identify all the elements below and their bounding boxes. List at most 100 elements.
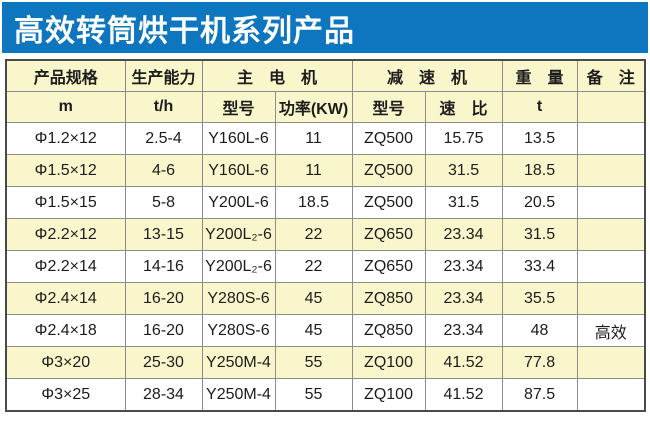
table-cell: ZQ650: [351, 250, 426, 283]
unit-header-t: t: [501, 91, 578, 123]
table-row: Φ2.4×18 16-20 Y280S-6 45 ZQ850 23.34 48 高效: [5, 314, 646, 347]
table-cell: Y250M-4: [201, 346, 276, 379]
page-title-bar: 高效转筒烘干机系列产品: [2, 2, 648, 53]
table-cell: 41.52: [424, 378, 503, 412]
unit-header-m: m: [5, 91, 126, 123]
table-row: Φ1.2×12 2.5-4 Y160L-6 11 ZQ500 15.75 13.5: [5, 122, 646, 155]
table-cell: ZQ500: [351, 186, 426, 219]
table-row: Φ3×25 28-34 Y250M-4 55 ZQ100 41.52 87.5: [5, 378, 646, 412]
table-cell: ZQ500: [351, 154, 426, 187]
table-cell: 77.8: [501, 346, 578, 379]
table-cell: Y200L₂-6: [201, 218, 276, 251]
table-cell: [576, 218, 646, 251]
unit-header-power-kw: 功率(KW): [274, 91, 353, 123]
table-cell: 23.34: [424, 282, 503, 315]
table-cell: Φ1.5×15: [5, 186, 126, 219]
col-header-main-motor: 主 电 机: [201, 59, 353, 92]
table-body: Φ1.2×12 2.5-4 Y160L-6 11 ZQ500 15.75 13.5 Φ1.5×…: [5, 122, 646, 412]
table-cell: 31.5: [424, 186, 503, 219]
table-cell: 23.34: [424, 250, 503, 283]
table-cell: ZQ650: [351, 218, 426, 251]
table-cell: 55: [274, 378, 353, 412]
table-cell: 31.5: [424, 154, 503, 187]
table-cell: Φ2.4×18: [5, 314, 126, 347]
table-cell: Y280S-6: [201, 314, 276, 347]
table-cell: Y280S-6: [201, 282, 276, 315]
col-header-remarks: 备 注: [576, 59, 646, 92]
table-cell: 13-15: [124, 218, 203, 251]
table-cell: ZQ850: [351, 282, 426, 315]
table-cell: 87.5: [501, 378, 578, 412]
table-cell: Φ2.2×14: [5, 250, 126, 283]
table-cell: [576, 154, 646, 187]
table-cell: 16-20: [124, 282, 203, 315]
table-cell: Φ3×25: [5, 378, 126, 412]
table-cell: 45: [274, 314, 353, 347]
table-cell: 2.5-4: [124, 122, 203, 155]
table-cell: Φ1.5×12: [5, 154, 126, 187]
table-row: Φ2.2×14 14-16 Y200L₂-6 22 ZQ650 23.34 33.4: [5, 250, 646, 283]
table-cell: 23.34: [424, 218, 503, 251]
table-cell: 4-6: [124, 154, 203, 187]
table-cell: 16-20: [124, 314, 203, 347]
table-cell: 31.5: [501, 218, 578, 251]
table-cell: 11: [274, 154, 353, 187]
table-row: Φ2.4×14 16-20 Y280S-6 45 ZQ850 23.34 35.5: [5, 282, 646, 315]
unit-header-reducer-model: 型号: [351, 91, 426, 123]
col-header-product-spec: 产品规格: [5, 59, 126, 92]
table-cell: Φ2.4×14: [5, 282, 126, 315]
table-cell: ZQ100: [351, 378, 426, 412]
unit-header-motor-model: 型号: [201, 91, 276, 123]
table-cell: [576, 346, 646, 379]
table-cell: [576, 378, 646, 412]
table-cell: 48: [501, 314, 578, 347]
table-cell: 45: [274, 282, 353, 315]
unit-header-remarks-blank: [576, 91, 646, 123]
col-header-capacity: 生产能力: [124, 59, 203, 92]
table-cell: ZQ500: [351, 122, 426, 155]
table-cell: 28-34: [124, 378, 203, 412]
table-header-row-units: m t/h 型号 功率(KW) 型号 速 比 t: [5, 91, 646, 123]
table-cell: 25-30: [124, 346, 203, 379]
table-cell: 23.34: [424, 314, 503, 347]
table-cell: 14-16: [124, 250, 203, 283]
table-cell: 18.5: [501, 154, 578, 187]
table-cell: 35.5: [501, 282, 578, 315]
table-header-row-groups: 产品规格 生产能力 主 电 机 减 速 机 重 量 备 注: [5, 59, 646, 92]
unit-header-th: t/h: [124, 91, 203, 123]
table-cell: 55: [274, 346, 353, 379]
table-cell: Φ2.2×12: [5, 218, 126, 251]
spec-table: 产品规格 生产能力 主 电 机 减 速 机 重 量 备 注 m t/h 型号 功…: [5, 59, 647, 412]
table-cell: [576, 186, 646, 219]
table-cell: ZQ100: [351, 346, 426, 379]
table-cell: Y160L-6: [201, 122, 276, 155]
table-cell: 11: [274, 122, 353, 155]
table-cell: 高效: [576, 314, 646, 347]
col-header-weight: 重 量: [501, 59, 578, 92]
table-cell: 18.5: [274, 186, 353, 219]
table-cell: Y250M-4: [201, 378, 276, 412]
table-cell: ZQ850: [351, 314, 426, 347]
table-row: Φ1.5×15 5-8 Y200L-6 18.5 ZQ500 31.5 20.5: [5, 186, 646, 219]
table-cell: Y200L₂-6: [201, 250, 276, 283]
table-cell: 22: [274, 218, 353, 251]
table-cell: [576, 122, 646, 155]
table-row: Φ3×20 25-30 Y250M-4 55 ZQ100 41.52 77.8: [5, 346, 646, 379]
table-cell: 33.4: [501, 250, 578, 283]
unit-header-speed-ratio: 速 比: [424, 91, 503, 123]
table-cell: Y200L-6: [201, 186, 276, 219]
table-cell: 13.5: [501, 122, 578, 155]
table-cell: 22: [274, 250, 353, 283]
table-cell: Y160L-6: [201, 154, 276, 187]
page-title: 高效转筒烘干机系列产品: [14, 14, 355, 48]
table-cell: 5-8: [124, 186, 203, 219]
table-cell: 41.52: [424, 346, 503, 379]
table-cell: 20.5: [501, 186, 578, 219]
table-row: Φ1.5×12 4-6 Y160L-6 11 ZQ500 31.5 18.5: [5, 154, 646, 187]
table-header: 产品规格 生产能力 主 电 机 减 速 机 重 量 备 注 m t/h 型号 功…: [5, 59, 646, 123]
table-row: Φ2.2×12 13-15 Y200L₂-6 22 ZQ650 23.34 31.5: [5, 218, 646, 251]
col-header-reducer: 减 速 机: [351, 59, 503, 92]
table-cell: Φ1.2×12: [5, 122, 126, 155]
table-cell: 15.75: [424, 122, 503, 155]
